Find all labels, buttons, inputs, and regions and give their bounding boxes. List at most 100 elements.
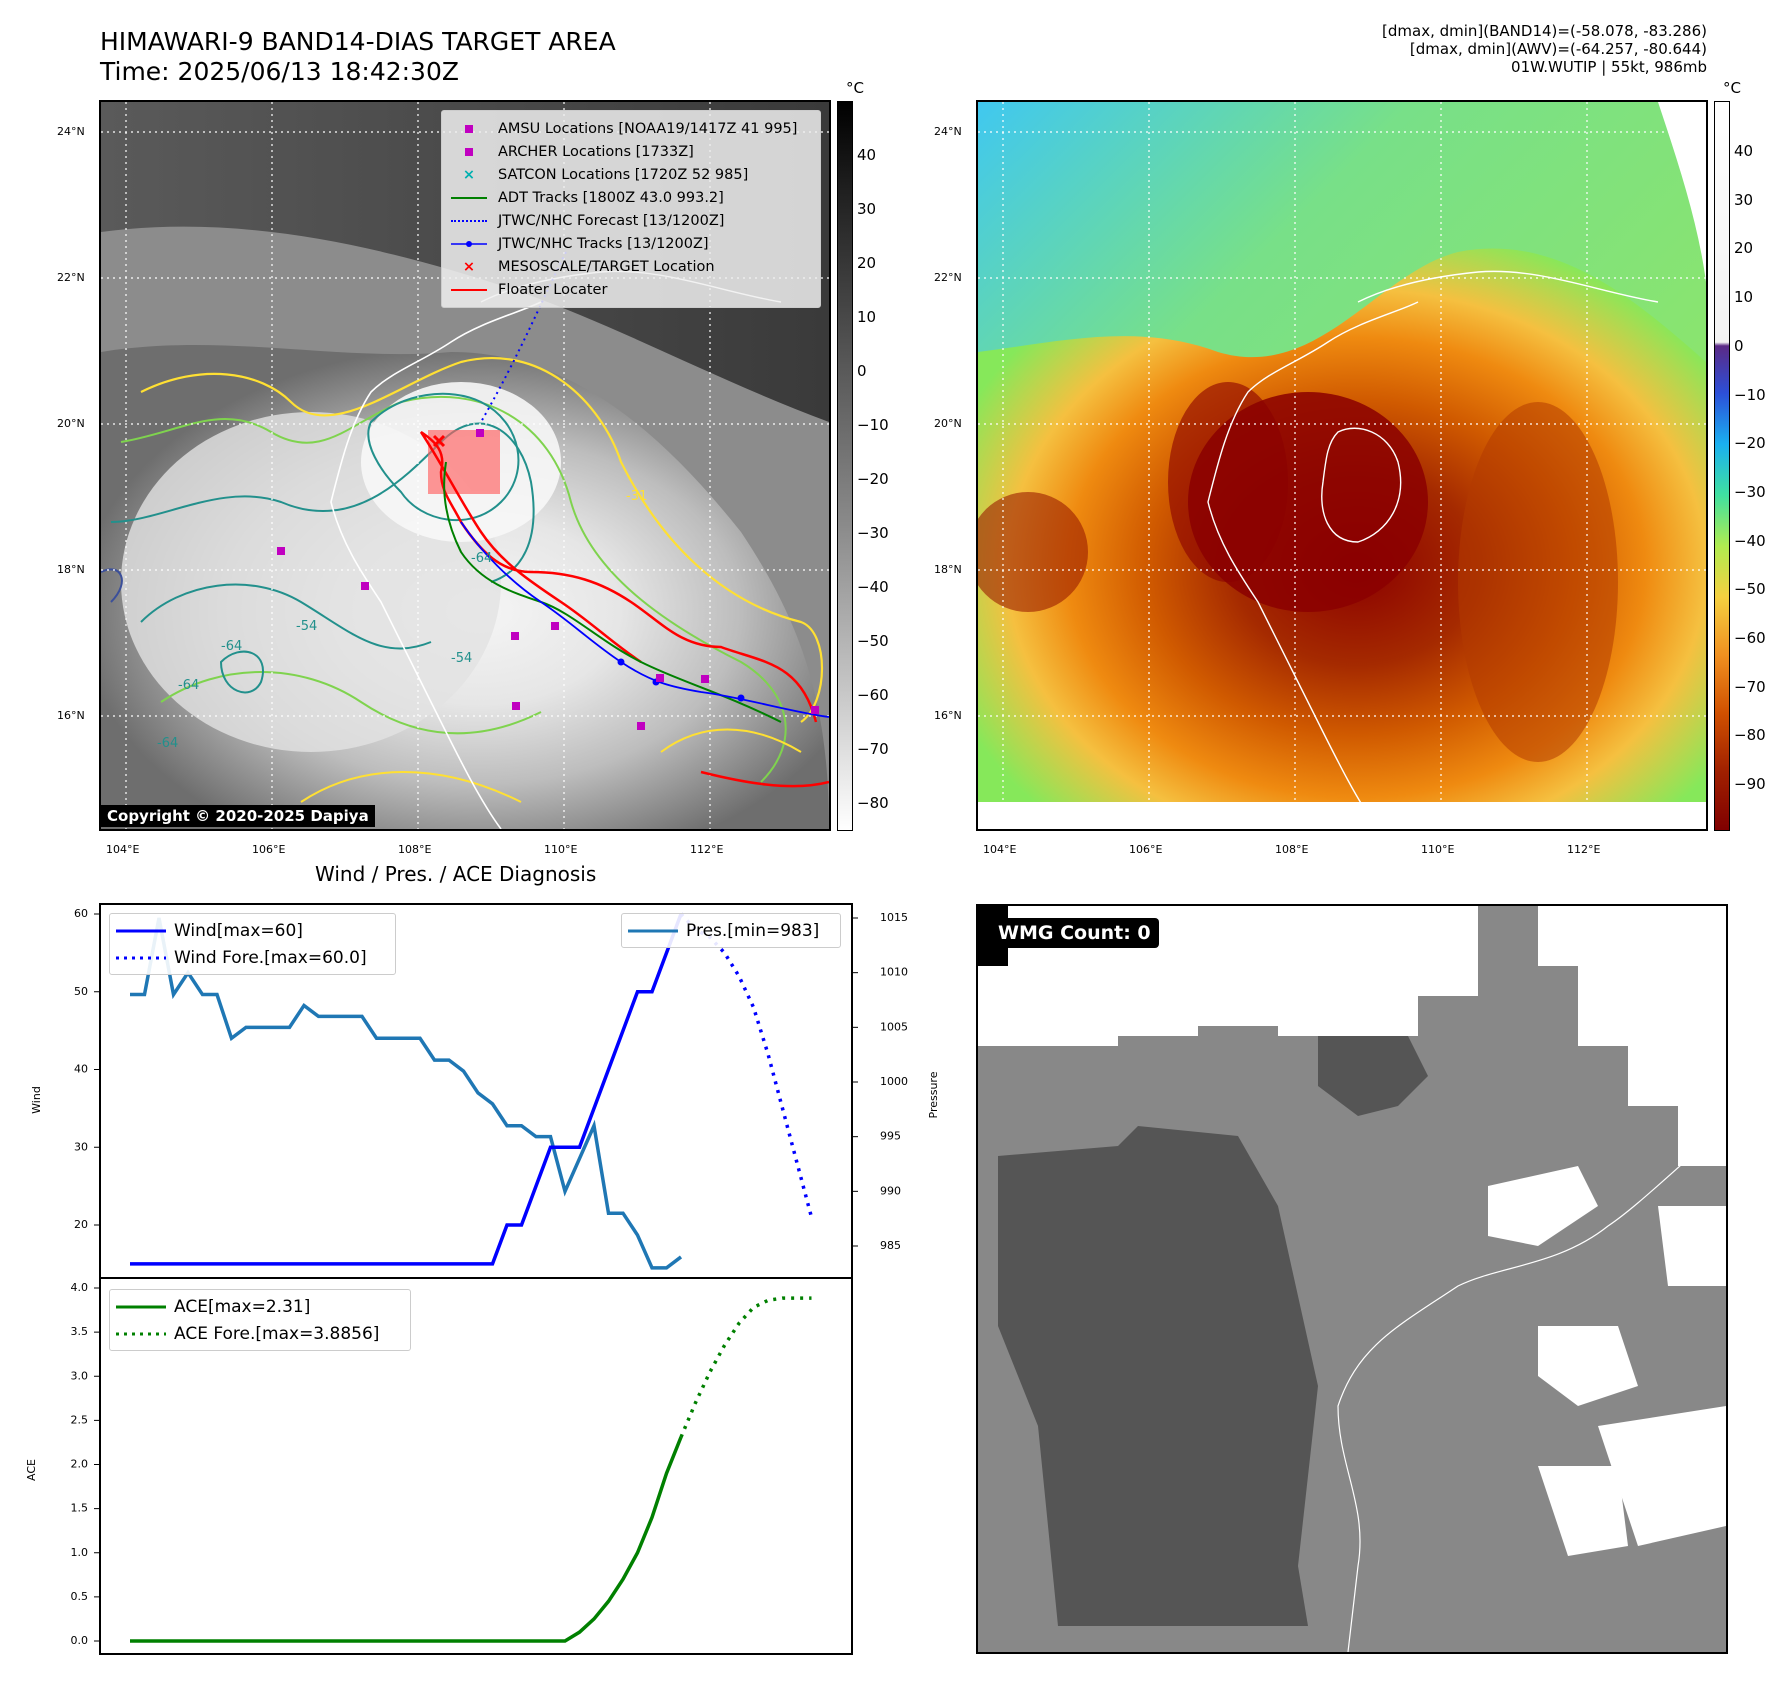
svg-text:-64: -64 [178, 678, 199, 693]
lat-label: 18°N [57, 563, 85, 576]
colorbar-tick-label: −10 [1734, 385, 1766, 404]
storm-info: 01W.WUTIP | 55kt, 986mb [1511, 58, 1707, 76]
lat-label: 20°N [934, 417, 962, 430]
colorbar-tick-label: 30 [857, 200, 877, 218]
svg-text:-64: -64 [471, 551, 492, 566]
colorbar-tick-label: 40 [857, 146, 877, 164]
lon-label: 110°E [1421, 843, 1455, 856]
colorbar-tick-label: −80 [857, 794, 889, 812]
ace-legend-item: ACE[max=2.31] [116, 1293, 404, 1320]
colorbar-tick-label: −90 [1734, 775, 1766, 794]
colorbar-tick-label: −20 [857, 470, 889, 488]
svg-text:-64: -64 [221, 639, 242, 654]
wind-axis-ticks: 60 50 40 30 20 [74, 907, 100, 1231]
pressure-tick-label: 995 [880, 1130, 901, 1143]
ir-colorbar [837, 101, 853, 831]
ace-tick-label: 2.0 [71, 1458, 89, 1471]
ace-legend: ACE[max=2.31] ACE Fore.[max=3.8856] [109, 1289, 411, 1351]
svg-text:-54: -54 [296, 619, 317, 634]
colorbar-tick-label: 30 [1734, 190, 1754, 209]
awv-range: [dmax, dmin](AWV)=(-64.257, -80.644) [1409, 40, 1707, 58]
legend-item-amsu: AMSU Locations [NOAA19/1417Z 41 995] [450, 117, 812, 140]
ace-series-line [130, 1436, 683, 1643]
colorbar-tick-label: −20 [1734, 434, 1766, 453]
pressure-series-line [130, 917, 683, 1270]
figure-title: HIMAWARI-9 BAND14-DIAS TARGET AREA [100, 27, 616, 56]
awv-colorbar-unit: °C [1723, 79, 1741, 97]
wind-tick-label: 50 [74, 985, 88, 998]
wind-axis-label: Wind [30, 1086, 43, 1114]
lat-label: 22°N [934, 271, 962, 284]
ace-axis-label: ACE [25, 1459, 38, 1481]
legend-item-target: × MESOSCALE/TARGET Location [450, 255, 812, 278]
ace-tick-label: 2.5 [71, 1413, 89, 1426]
colorbar-tick-label: −60 [1734, 629, 1766, 647]
pressure-tick-label: 1005 [880, 1020, 908, 1033]
ace-tick-label: 0.5 [71, 1590, 89, 1603]
wmg-map [978, 906, 1726, 1652]
pressure-legend: Pres.[min=983] [621, 913, 841, 948]
pressure-axis-label: Pressure [927, 1071, 940, 1118]
colorbar-tick-label: 20 [1734, 239, 1754, 258]
x-marker-icon: × [462, 166, 476, 183]
colorbar-tick-label: 20 [857, 254, 877, 272]
svg-text:-31: -31 [626, 489, 647, 504]
lat-label: 20°N [57, 417, 85, 430]
pressure-axis-ticks: 1015 1010 1005 1000 995 990 985 [852, 911, 908, 1252]
lat-label: 24°N [934, 125, 962, 138]
wind-forecast-series-line [679, 912, 814, 1218]
wind-tick-label: 20 [74, 1218, 88, 1231]
awv-map-panel [976, 100, 1708, 831]
svg-text:-54: -54 [451, 651, 472, 666]
awv-colorbar [1714, 101, 1730, 831]
lat-label: 24°N [57, 125, 85, 138]
colorbar-tick-label: −80 [1734, 726, 1766, 745]
colorbar-tick-label: −70 [1734, 677, 1766, 696]
pressure-legend-item: Pres.[min=983] [628, 917, 834, 944]
colorbar-tick-label: −10 [857, 416, 889, 434]
ir-map-panel: -64 -54 -64 -64 -64 -31 -54 AMSU Locatio… [99, 100, 831, 831]
colorbar-tick-label: 10 [1734, 288, 1754, 307]
legend-item-floater: Floater Locater [450, 278, 812, 301]
wind-forecast-legend-item: Wind Fore.[max=60.0] [116, 944, 389, 971]
lon-label: 106°E [1129, 843, 1163, 856]
wind-tick-label: 40 [74, 1063, 88, 1076]
lon-label: 108°E [1275, 843, 1309, 856]
solid-line-icon [451, 288, 487, 291]
fix-locations [277, 429, 819, 730]
x-marker-icon: × [462, 258, 476, 275]
colorbar-tick-label: −50 [1734, 580, 1766, 599]
contour-labels: -64 -54 -64 -64 -64 -31 -54 [157, 489, 647, 751]
ace-axes [99, 1277, 853, 1655]
ace-forecast-legend-item: ACE Fore.[max=3.8856] [116, 1320, 404, 1347]
pressure-tick-label: 1015 [880, 911, 908, 924]
colorbar-tick-label: −40 [1734, 531, 1766, 550]
colorbar-tick-label: −40 [857, 578, 889, 596]
colorbar-tick-label: −30 [857, 524, 889, 542]
lon-label: 104°E [983, 843, 1017, 856]
ace-tick-label: 3.0 [71, 1369, 89, 1382]
copyright-label: Copyright © 2020-2025 Dapiya [101, 805, 375, 827]
dotted-line-icon [451, 219, 487, 222]
figure-time: Time: 2025/06/13 18:42:30Z [100, 57, 459, 86]
ace-tick-label: 4.0 [71, 1281, 89, 1294]
solid-line-icon [116, 929, 166, 932]
pressure-tick-label: 1000 [880, 1075, 908, 1088]
wmg-count-label: WMG Count: 0 [990, 918, 1159, 948]
colorbar-tick-label: 0 [857, 362, 867, 380]
legend-item-archer: ARCHER Locations [1733Z] [450, 140, 812, 163]
lat-label: 16°N [57, 709, 85, 722]
ace-tick-label: 0.0 [71, 1634, 89, 1647]
ace-forecast-series-line [679, 1296, 812, 1438]
colorbar-tick-label: −60 [857, 686, 889, 704]
colorbar-tick-label: −30 [1734, 482, 1766, 501]
colorbar-tick-label: 40 [1734, 142, 1754, 160]
colorbar-tick-label: −70 [857, 740, 889, 758]
legend-item-satcon: × SATCON Locations [1720Z 52 985] [450, 163, 812, 186]
wind-legend: Wind[max=60] Wind Fore.[max=60.0] [109, 913, 396, 975]
square-marker-icon [465, 124, 473, 133]
ace-axis-ticks: 4.0 3.5 3.0 2.5 2.0 1.5 1.0 0.5 0.0 [71, 1281, 100, 1647]
legend-item-tracks: JTWC/NHC Tracks [13/1200Z] [450, 232, 812, 255]
dotted-line-icon [116, 1332, 166, 1335]
ace-tick-label: 1.5 [71, 1502, 89, 1515]
